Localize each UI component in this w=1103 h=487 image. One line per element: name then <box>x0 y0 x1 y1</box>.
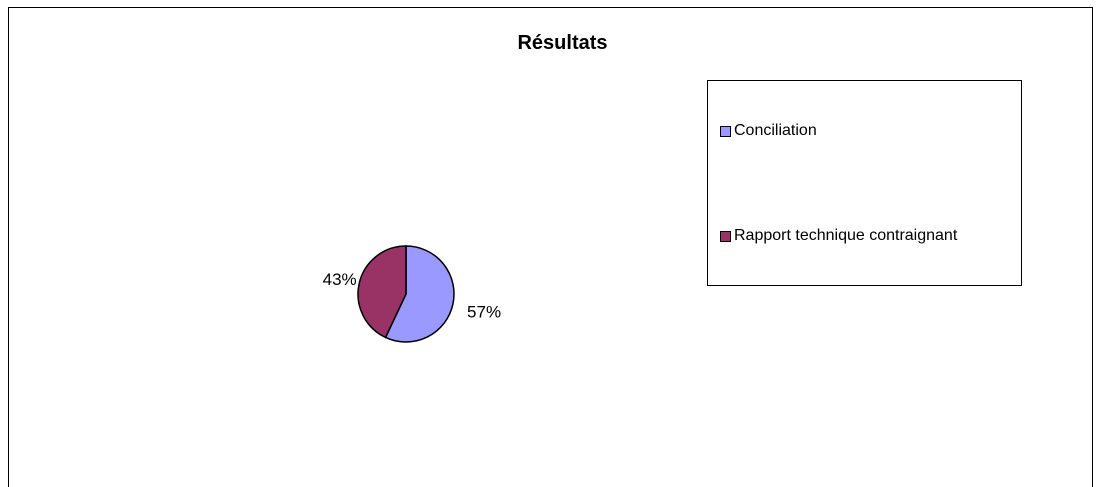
pie-label-rapport-technique: 43% <box>323 270 357 289</box>
legend-label-conciliation: Conciliation <box>734 122 817 139</box>
pie-label-conciliation: 57% <box>467 302 501 321</box>
legend-swatch-rapport-technique <box>720 230 731 242</box>
legend-item-conciliation: Conciliation <box>720 122 817 140</box>
legend-item-rapport-technique: Rapport technique contraignant <box>720 227 957 245</box>
legend-label-rapport-technique: Rapport technique contraignant <box>734 227 958 244</box>
legend: Conciliation Rapport technique contraign… <box>707 80 1022 286</box>
pie-slice-conciliation <box>384 245 455 343</box>
pie-slice-rapport-technique <box>357 245 407 339</box>
legend-swatch-conciliation <box>720 125 731 137</box>
chart-title: Résultats <box>517 32 608 54</box>
